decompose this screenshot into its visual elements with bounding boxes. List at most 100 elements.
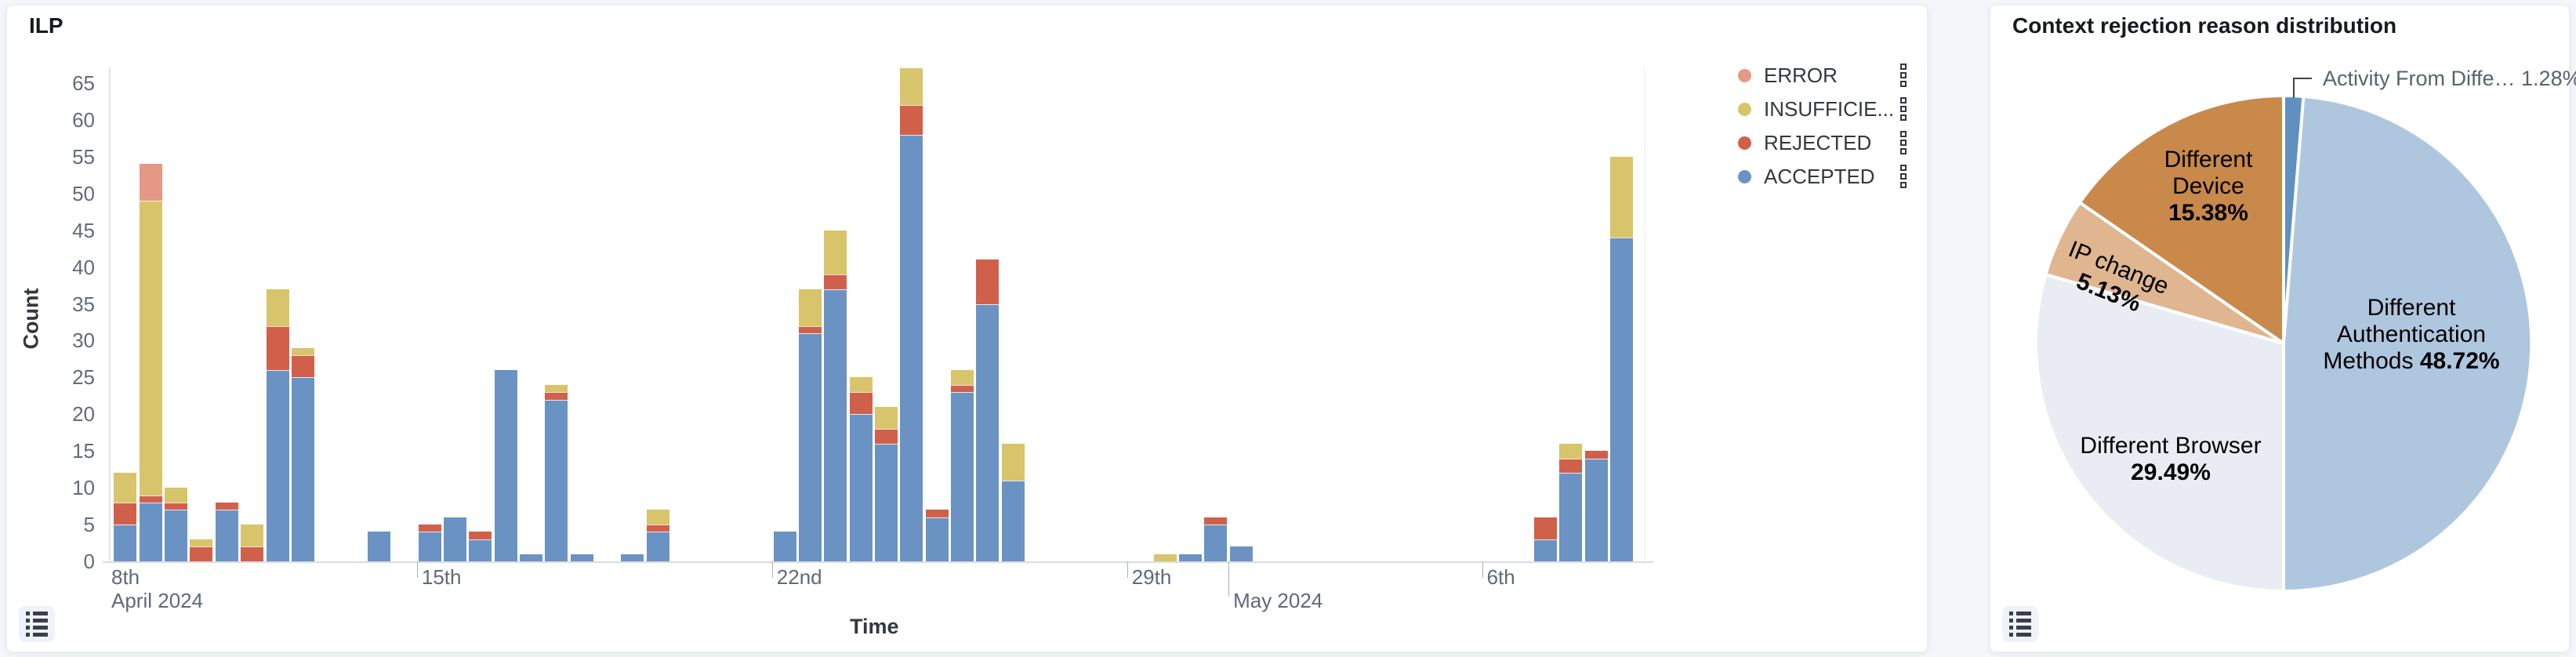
x-tick-label: May 2024 (1233, 589, 1323, 612)
stacked-bar[interactable] (545, 384, 568, 561)
right-gridline (1644, 67, 1645, 561)
legend-item-insufficie[interactable]: INSUFFICIE... (1738, 96, 1907, 122)
legend-color-dot (1738, 68, 1751, 82)
bar-segment-insufficient (798, 289, 822, 326)
bar-segment-rejected (1584, 451, 1608, 459)
pie-slice-different-browser[interactable] (2034, 273, 2285, 593)
stacked-bar[interactable] (849, 377, 873, 561)
bar-segment-accepted (1610, 238, 1634, 561)
bar-segment-rejected (1559, 458, 1583, 474)
legend-color-dot (1738, 102, 1751, 116)
bar-segment-accepted (976, 303, 1000, 561)
bar-segment-accepted (215, 510, 238, 561)
x-tick-label: 6th (1486, 565, 1515, 589)
bar-segment-accepted (139, 502, 162, 561)
stacked-bar[interactable] (367, 532, 390, 561)
legend-item-accepted[interactable]: ACCEPTED (1738, 163, 1907, 190)
kebab-squares-icon[interactable] (1900, 131, 1907, 154)
bar-segment-accepted (824, 289, 847, 561)
bar-segment-insufficient (114, 473, 137, 503)
x-tick-mark (1482, 561, 1483, 578)
stacked-bar[interactable] (241, 525, 264, 561)
stacked-bar[interactable] (1229, 546, 1253, 561)
bar-segment-accepted (874, 443, 898, 561)
stacked-bar[interactable] (1001, 443, 1025, 561)
stacked-bar[interactable] (874, 406, 898, 561)
stacked-bar[interactable] (494, 369, 517, 561)
stacked-bar[interactable] (976, 260, 1000, 561)
pie-slice-different-authentication-methods[interactable] (2282, 95, 2534, 593)
bar-segment-rejected (291, 355, 314, 378)
bar-segment-insufficient (1559, 443, 1583, 459)
pie-slice-label-different-device: Different Device 15.38% (2164, 147, 2253, 226)
stacked-bar[interactable] (925, 510, 949, 561)
stacked-bar[interactable] (1153, 554, 1177, 561)
legend-color-dot (1738, 136, 1751, 150)
bar-segment-insufficient (646, 510, 669, 525)
stacked-bar[interactable] (1559, 443, 1583, 561)
stacked-bar[interactable] (215, 502, 238, 561)
stacked-bar[interactable] (1179, 554, 1203, 561)
bar-segment-accepted (1229, 546, 1253, 561)
bar-segment-rejected (798, 325, 822, 334)
stacked-bar[interactable] (798, 289, 822, 561)
legend-toggle-button[interactable] (2002, 606, 2038, 642)
y-tick-label: 55 (72, 144, 95, 169)
stacked-bar[interactable] (418, 525, 441, 561)
legend-item-label: INSUFFICIE... (1764, 96, 1895, 121)
bar-segment-accepted (266, 369, 289, 561)
bar-segment-rejected (874, 429, 898, 444)
bar-segment-insufficient (874, 406, 898, 430)
kebab-squares-icon[interactable] (1900, 64, 1907, 87)
bar-segment-rejected (950, 384, 974, 393)
stacked-bar[interactable] (139, 164, 162, 561)
stacked-bar[interactable] (1204, 517, 1228, 561)
stacked-bar[interactable] (190, 539, 213, 561)
kebab-squares-icon[interactable] (1900, 165, 1907, 188)
stacked-bar[interactable] (443, 517, 466, 561)
stacked-bar[interactable] (114, 473, 137, 561)
x-tick-label: 22nd (776, 565, 822, 589)
x-tick-mark (416, 561, 418, 578)
y-tick-label: 20 (72, 402, 95, 427)
stacked-bar[interactable] (266, 289, 289, 561)
stacked-bar[interactable] (900, 68, 923, 561)
stacked-bar[interactable] (1610, 156, 1634, 561)
y-tick-label: 40 (72, 255, 95, 279)
legend-item-rejected[interactable]: REJECTED (1738, 129, 1907, 156)
bar-segment-insufficient (291, 347, 314, 356)
bar-segment-rejected (1534, 517, 1557, 539)
stacked-bar[interactable] (646, 510, 669, 561)
legend-toggle-button[interactable] (19, 606, 55, 642)
pie-slice-different-device[interactable] (2078, 94, 2285, 345)
stacked-bar[interactable] (165, 488, 188, 561)
stacked-bar[interactable] (950, 369, 974, 561)
legend-item-error[interactable]: ERROR (1738, 62, 1907, 89)
x-tick-mark (1127, 561, 1128, 578)
kebab-squares-icon[interactable] (1900, 97, 1907, 121)
stacked-bar[interactable] (773, 532, 796, 561)
stacked-bar[interactable] (520, 554, 542, 561)
stacked-bar[interactable] (621, 554, 644, 561)
stacked-bar[interactable] (291, 347, 314, 561)
bar-segment-rejected (165, 502, 188, 510)
bar-segment-insufficient (849, 377, 873, 393)
stacked-bar[interactable] (570, 554, 593, 561)
stacked-bar[interactable] (1584, 451, 1608, 561)
bar-segment-accepted (849, 414, 873, 561)
y-tick-label: 25 (72, 365, 95, 390)
bar-segment-accepted (950, 392, 974, 561)
bar-segment-error (139, 164, 162, 201)
bar-segment-insufficient (1153, 554, 1177, 561)
stacked-bar[interactable] (824, 230, 847, 561)
x-tick-label: 15th (421, 565, 462, 589)
stacked-bar[interactable] (469, 532, 492, 561)
bar-segment-insufficient (139, 201, 162, 495)
panel-title-ilp: ILP (29, 13, 63, 38)
stacked-bar[interactable] (1534, 517, 1557, 561)
legend-item-label: ACCEPTED (1764, 164, 1875, 188)
bar-segment-accepted (900, 134, 923, 561)
bar-segment-rejected (925, 510, 949, 517)
bar-segment-accepted (925, 517, 949, 561)
y-tick-label: 5 (83, 513, 95, 537)
